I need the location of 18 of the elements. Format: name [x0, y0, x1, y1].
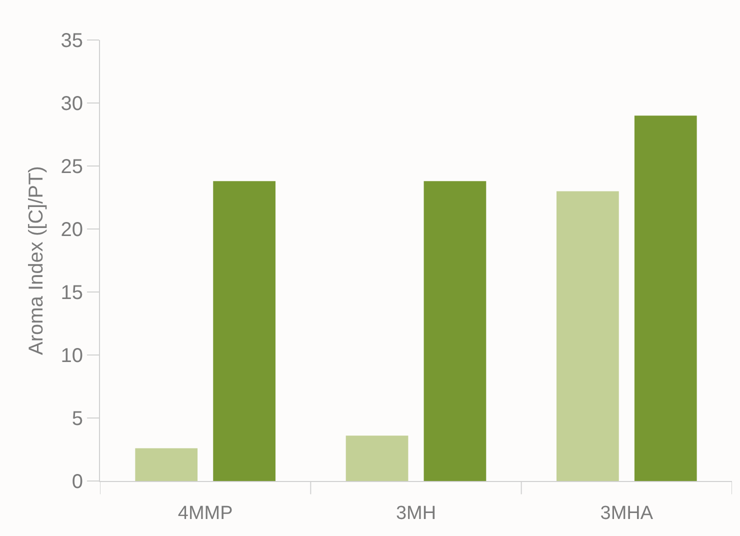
y-tick-label: 35 — [60, 30, 83, 52]
bar — [135, 448, 198, 481]
y-tick-label: 20 — [60, 219, 83, 241]
y-tick-label: 25 — [60, 156, 83, 178]
bar — [424, 181, 486, 481]
y-tick-label: 0 — [72, 471, 83, 493]
bar — [213, 181, 276, 481]
bar — [556, 191, 619, 481]
y-tick-label: 5 — [72, 408, 83, 430]
bar — [634, 116, 697, 481]
x-tick-label: 3MH — [396, 502, 436, 524]
y-tick-label: 15 — [60, 282, 83, 304]
x-tick-label: 3MHA — [600, 502, 654, 524]
bar — [346, 436, 408, 481]
y-tick-label: 10 — [60, 345, 83, 367]
y-tick-label: 30 — [60, 93, 83, 115]
y-axis-title: Aroma Index ([C]/PT) — [25, 166, 48, 355]
x-tick-label: 4MMP — [178, 502, 233, 524]
